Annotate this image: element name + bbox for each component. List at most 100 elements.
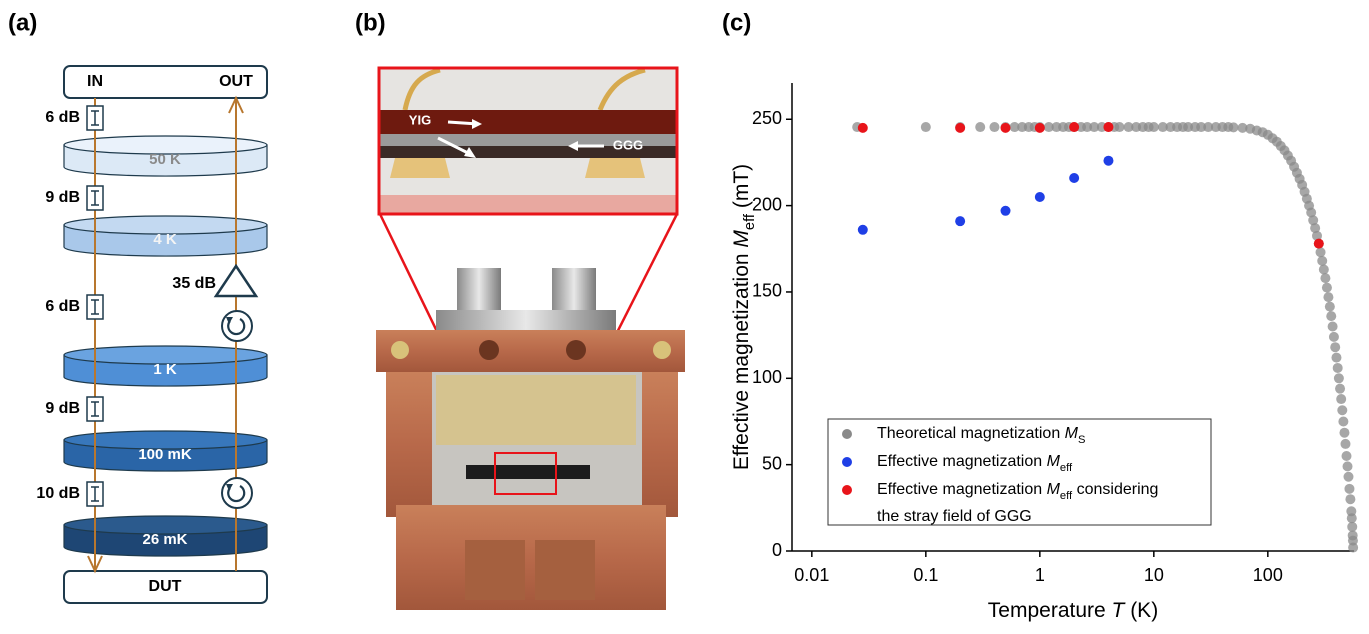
stage-label: 4 K <box>153 231 177 248</box>
pad <box>585 158 645 178</box>
y-axis-label: Effective magnetization Meff (mT) <box>730 164 758 470</box>
point <box>1340 438 1351 449</box>
pad <box>390 158 450 178</box>
y-tick-label: 200 <box>752 194 782 214</box>
point <box>1089 122 1100 133</box>
point <box>1326 311 1337 322</box>
circulator-arrow <box>227 318 246 336</box>
point <box>1237 122 1248 133</box>
wire <box>402 67 441 111</box>
cpw <box>436 375 636 445</box>
attenuator-symbol <box>91 401 99 417</box>
arrow-head <box>228 95 244 114</box>
x-tick-label: 10 <box>1144 565 1164 585</box>
point <box>1333 373 1344 384</box>
hole <box>479 340 499 360</box>
ggg-layer <box>379 134 677 146</box>
y-tick-label: 100 <box>752 367 782 387</box>
stage-top <box>63 215 268 235</box>
point <box>1317 255 1328 266</box>
point <box>1000 122 1011 133</box>
point <box>1341 451 1352 462</box>
circulator <box>221 310 253 342</box>
panel-label: (a) <box>8 9 37 36</box>
legend-marker <box>842 429 852 439</box>
point <box>1148 122 1159 133</box>
point <box>955 216 966 227</box>
point <box>1346 513 1357 524</box>
text-part: considering <box>1072 481 1158 498</box>
point <box>989 122 1000 133</box>
point <box>1103 155 1114 166</box>
point <box>1000 205 1011 216</box>
subscript: eff <box>742 213 758 230</box>
stage-top <box>63 430 268 450</box>
point <box>1103 122 1114 133</box>
text-part: Effective magnetization <box>877 481 1047 498</box>
x-tick-label: 0.01 <box>794 565 829 585</box>
point <box>1336 394 1347 405</box>
variable: M <box>1047 453 1061 470</box>
stage-label: 50 K <box>149 151 181 168</box>
screw <box>391 341 409 359</box>
hole <box>566 340 586 360</box>
point <box>1323 292 1334 303</box>
attenuator-label: 6 dB <box>45 109 80 126</box>
point <box>1348 542 1359 553</box>
point <box>857 122 868 133</box>
attenuator-symbol <box>91 110 99 126</box>
legend-label: the stray field of GGG <box>877 508 1032 525</box>
point <box>1082 122 1093 133</box>
stage-top <box>63 135 268 155</box>
sample <box>466 465 590 479</box>
point <box>1034 191 1045 202</box>
holder-top <box>376 330 685 372</box>
x-tick-label: 0.1 <box>913 565 938 585</box>
photo: YIG GGG <box>376 66 685 610</box>
input-label: IN <box>87 73 103 90</box>
screw <box>653 341 671 359</box>
point <box>1228 122 1239 133</box>
variable: M <box>1065 425 1079 442</box>
point <box>1344 483 1355 494</box>
pattern <box>465 540 525 600</box>
y-tick-label: 0 <box>772 540 782 560</box>
y-tick-label: 150 <box>752 281 782 301</box>
point <box>1123 122 1134 133</box>
dut-box <box>63 570 268 604</box>
legend-marker <box>842 485 852 495</box>
point <box>1345 494 1356 505</box>
point <box>1320 273 1331 284</box>
point <box>1157 122 1168 133</box>
point <box>1343 471 1354 482</box>
pattern <box>535 540 595 600</box>
point <box>1312 230 1323 241</box>
point <box>1347 521 1358 532</box>
point <box>1009 122 1020 133</box>
yig-layer <box>379 110 677 134</box>
point <box>1315 247 1326 258</box>
legend-marker <box>842 457 852 467</box>
arrow <box>464 147 476 158</box>
point <box>1332 362 1343 373</box>
holder-bottom <box>396 505 666 610</box>
x-tick-label: 1 <box>1035 565 1045 585</box>
attenuator-label: 9 dB <box>45 400 80 417</box>
amplifier-label: 35 dB <box>172 275 216 292</box>
legend-label: Effective magnetization Meff considering <box>877 481 1158 502</box>
point <box>857 224 868 235</box>
arrow <box>472 119 482 129</box>
circulator <box>221 477 253 509</box>
attenuator-symbol <box>91 486 99 502</box>
arrow <box>437 136 471 156</box>
text-part: Effective magnetization <box>730 248 753 471</box>
point <box>1114 122 1125 133</box>
dut-label: DUT <box>149 578 182 595</box>
variable: M <box>1047 481 1061 498</box>
io-box <box>63 65 268 99</box>
inset-frame <box>377 66 679 216</box>
circulator-arrow <box>227 485 246 503</box>
y-tick-label: 250 <box>752 108 782 128</box>
point <box>1339 427 1350 438</box>
